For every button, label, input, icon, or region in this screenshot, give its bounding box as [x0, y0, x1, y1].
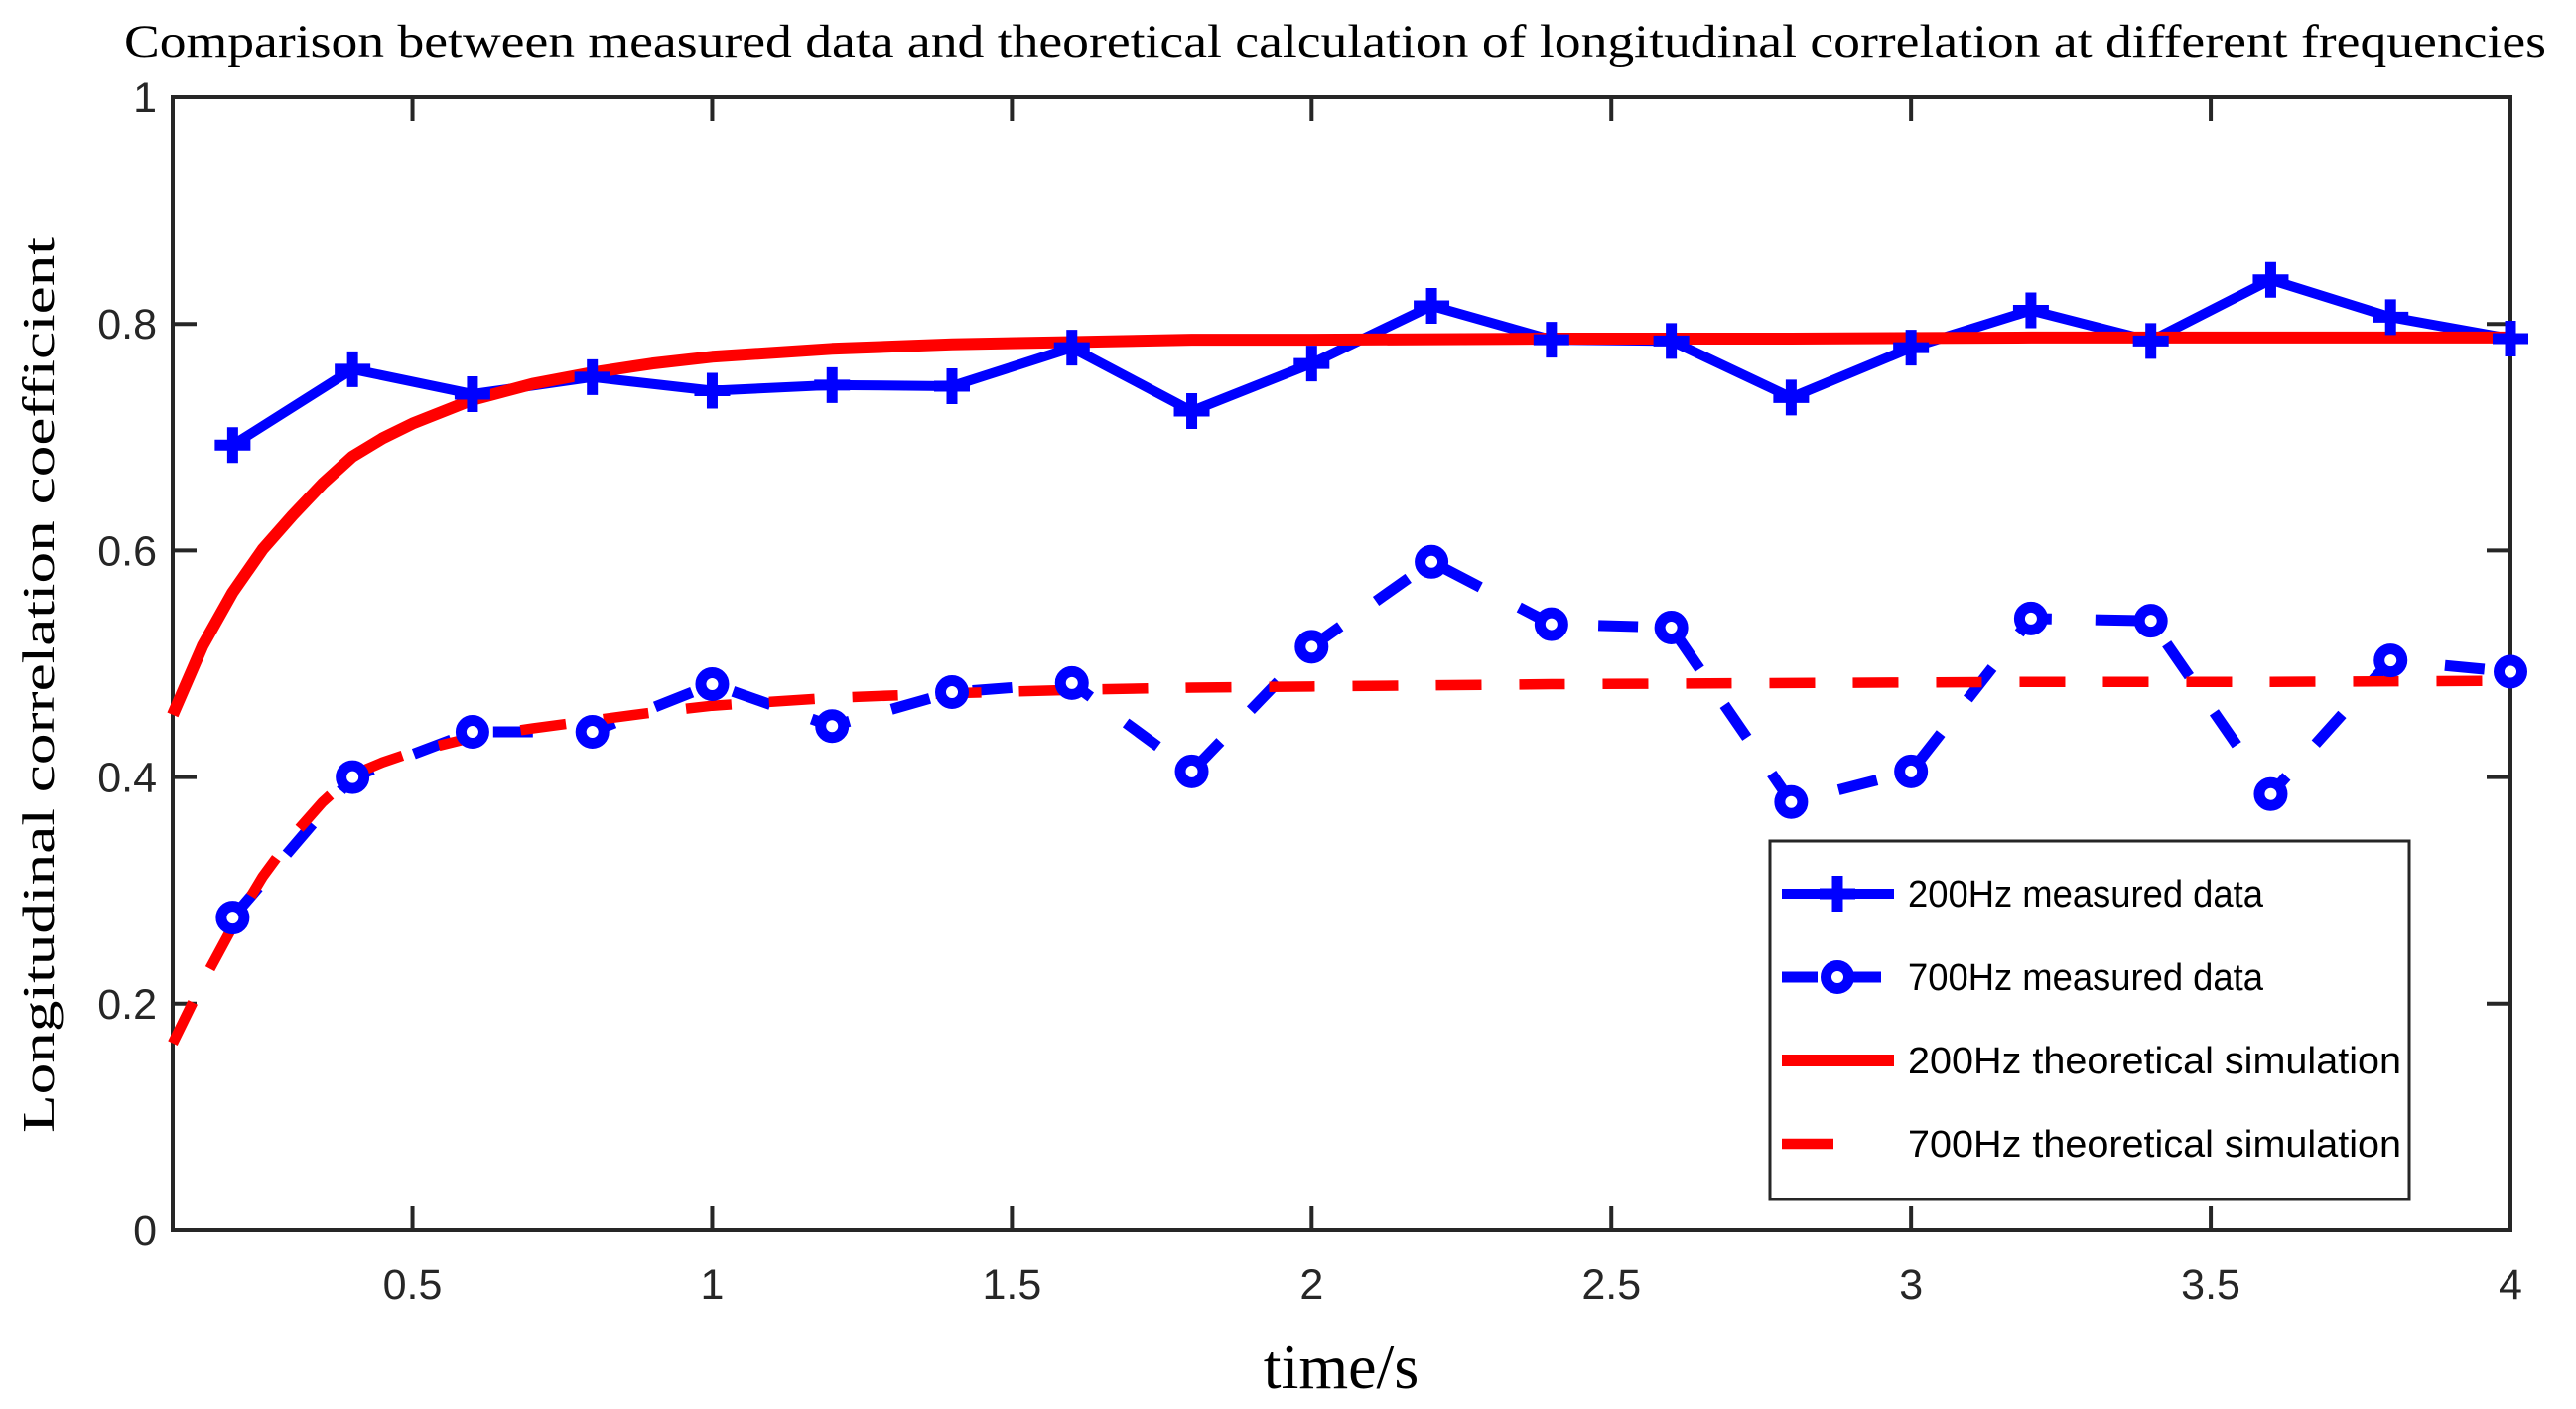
circle-marker	[1174, 754, 1209, 788]
plus-marker	[1173, 393, 1210, 430]
y-tick-label: 0.4	[97, 755, 157, 802]
plus-marker	[574, 358, 610, 395]
y-tick-label: 0	[133, 1207, 157, 1255]
circle-marker	[2013, 601, 2048, 635]
x-tick-label: 4	[2499, 1261, 2522, 1309]
plus-marker	[694, 372, 731, 409]
x-tick-label: 1.5	[982, 1261, 1041, 1309]
plus-marker	[1893, 330, 1930, 366]
x-tick-label: 2	[1299, 1261, 1323, 1309]
legend-label-700hz-measured: 700Hz measured data	[1908, 957, 2264, 999]
y-tick-label: 1	[133, 74, 157, 122]
plus-marker	[2373, 299, 2409, 336]
legend-sample-circle-marker	[1821, 960, 1854, 994]
plus-marker	[2132, 323, 2169, 359]
plus-marker	[2012, 292, 2049, 329]
legend-entry-200hz-measured: 200Hz measured data	[1782, 874, 2264, 916]
x-tick-label: 3	[1899, 1261, 1923, 1309]
circle-marker	[1294, 630, 1329, 664]
plus-marker	[454, 375, 490, 412]
legend-entry-700hz-theoretical: 700Hz theoretical simulation	[1782, 1124, 2401, 1166]
plus-marker	[814, 366, 851, 403]
legend-entry-700hz-measured: 700Hz measured data	[1782, 957, 2264, 999]
legend: 200Hz measured data 700Hz measured data …	[1768, 839, 2411, 1201]
legend-box	[1768, 839, 2411, 1201]
chart-title: Comparison between measured data and the…	[124, 16, 2546, 68]
y-axis-label: Longitudinal correlation coefficient	[13, 237, 64, 1133]
circle-marker	[575, 714, 610, 749]
circle-marker	[1774, 784, 1809, 819]
x-tick-label: 3.5	[2181, 1261, 2240, 1309]
y-tick-label: 0.6	[97, 527, 157, 575]
circle-marker	[2253, 776, 2288, 811]
circle-marker	[815, 709, 850, 744]
series-200hz-measured-line	[229, 274, 2511, 450]
plus-marker	[335, 351, 371, 387]
plus-marker	[1533, 322, 1569, 358]
circle-marker	[2494, 654, 2527, 689]
plus-marker	[1653, 323, 1690, 359]
plus-marker	[1293, 346, 1330, 382]
circle-marker	[1415, 544, 1449, 579]
circle-marker	[935, 675, 969, 710]
circle-marker	[2373, 643, 2408, 678]
plus-marker	[1053, 330, 1090, 366]
y-tick-label: 0.8	[97, 301, 157, 349]
legend-label-200hz-measured: 200Hz measured data	[1908, 874, 2264, 916]
plus-marker	[214, 427, 251, 464]
circle-marker	[1654, 610, 1689, 644]
circle-marker	[2133, 604, 2168, 638]
circle-marker	[215, 901, 250, 935]
circle-marker	[1894, 754, 1929, 788]
series-200hz-theoretical-line	[167, 331, 2510, 718]
legend-label-700hz-theoretical: 700Hz theoretical simulation	[1908, 1124, 2401, 1166]
circle-marker	[695, 667, 730, 702]
plus-marker	[2252, 261, 2289, 298]
legend-sample-plus-marker	[1820, 876, 1855, 912]
circle-marker	[336, 760, 370, 794]
series-700hz-theoretical-line	[168, 675, 2511, 1047]
y-tick-label: 0.2	[97, 981, 157, 1029]
x-tick-label: 2.5	[1581, 1261, 1641, 1309]
circle-marker	[455, 714, 489, 749]
plus-marker	[934, 367, 970, 404]
x-axis-label: time/s	[1264, 1332, 1419, 1402]
x-tick-label: 0.5	[383, 1261, 443, 1309]
plus-marker	[2493, 321, 2528, 357]
legend-entry-200hz-theoretical: 200Hz theoretical simulation	[1782, 1041, 2401, 1082]
plus-marker	[1773, 379, 1810, 416]
plus-marker	[1414, 287, 1450, 324]
series-700hz-measured-line	[228, 556, 2511, 921]
x-tick-label: 1	[701, 1261, 725, 1309]
plot-layer: 0.5 1 1.5 2 2.5 3 3.5 4 0 0.2 0.4 0.6 0.8 1	[97, 74, 2528, 1309]
circle-marker	[1054, 665, 1089, 700]
circle-marker	[1534, 607, 1568, 641]
legend-label-200hz-theoretical: 200Hz theoretical simulation	[1908, 1041, 2401, 1082]
